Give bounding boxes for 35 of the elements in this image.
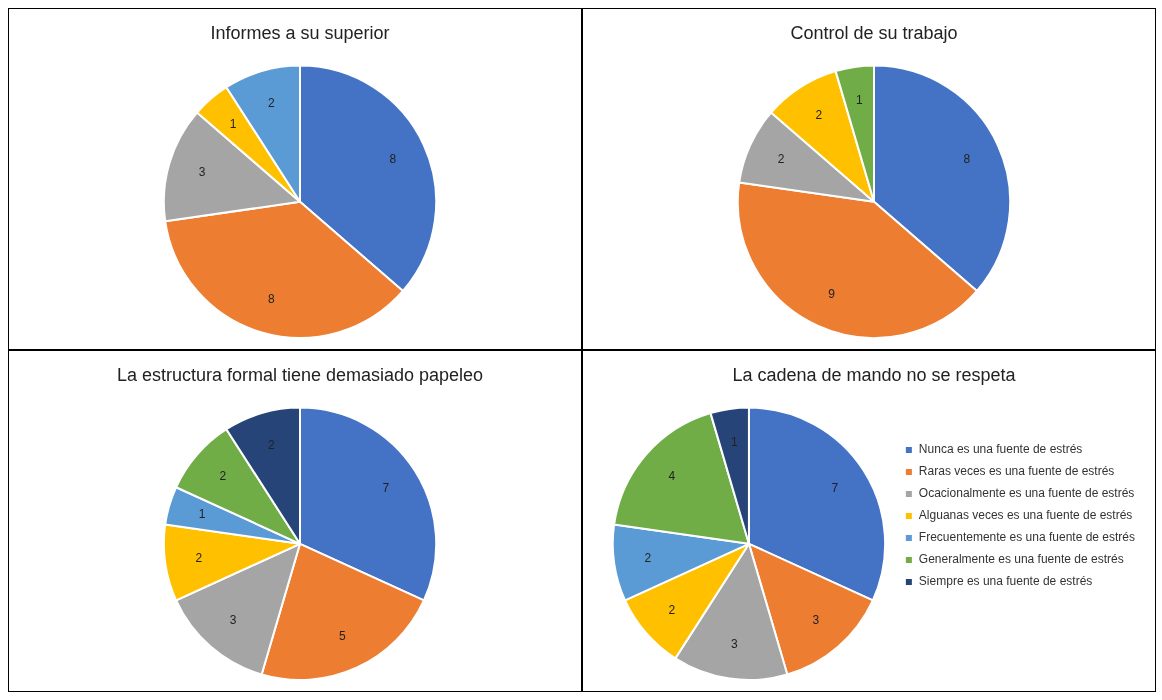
- legend-label: Frecuentemente es una fuente de estrés: [918, 530, 1136, 545]
- chart-title: Informes a su superior: [210, 22, 390, 43]
- data-label: 8: [389, 151, 397, 166]
- legend-label: Siempre es una fuente de estrés: [918, 574, 1093, 589]
- data-label: 2: [267, 438, 275, 453]
- data-label: 2: [815, 108, 823, 123]
- data-label: 3: [198, 165, 206, 180]
- legend-label: Alguanas veces es una fuente de estrés: [918, 508, 1133, 523]
- chart-title: La cadena de mando no se respeta: [732, 364, 1017, 385]
- data-label: 7: [382, 480, 390, 495]
- data-label: 9: [828, 287, 836, 302]
- data-label: 3: [731, 637, 739, 652]
- data-label: 1: [229, 116, 237, 131]
- data-label: 1: [731, 435, 739, 449]
- data-label: 2: [267, 96, 275, 111]
- data-label: 8: [267, 292, 275, 307]
- data-label: 2: [219, 469, 227, 484]
- data-label: 2: [668, 603, 676, 618]
- data-label: 4: [668, 469, 676, 484]
- data-label: 7: [831, 480, 839, 495]
- data-label: 1: [856, 93, 864, 107]
- data-label: 1: [198, 507, 206, 522]
- legend-label: Nunca es una fuente de estrés: [918, 442, 1083, 457]
- chart-title: La estructura formal tiene demasiado papeleo: [116, 364, 484, 385]
- data-label: 5: [339, 629, 347, 644]
- legend-label: Raras veces es una fuente de estrés: [918, 464, 1115, 479]
- legend-label: Generalmente es una fuente de estrés: [918, 552, 1124, 567]
- data-label: 8: [963, 151, 971, 166]
- legend-label: Ocacionalmente es una fuente de estrés: [918, 486, 1135, 501]
- data-label: 2: [777, 151, 785, 166]
- data-label: 3: [812, 613, 820, 628]
- chart-title: Control de su trabajo: [790, 22, 958, 43]
- data-label: 3: [229, 613, 237, 628]
- data-label: 2: [195, 550, 203, 565]
- data-label: 2: [644, 550, 652, 565]
